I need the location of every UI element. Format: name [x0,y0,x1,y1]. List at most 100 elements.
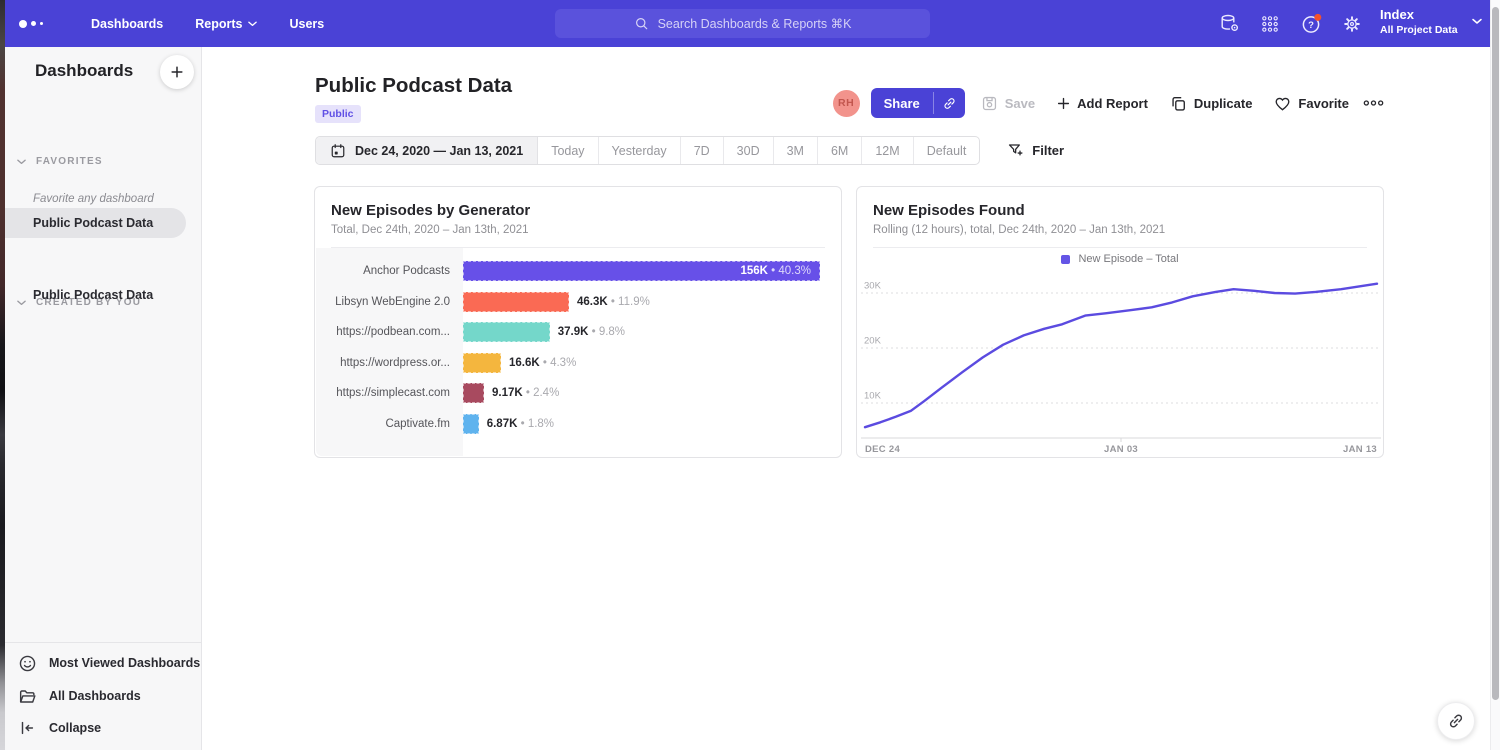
public-badge: Public [315,105,361,123]
most-viewed-dashboards-button[interactable]: Most Viewed Dashboards [5,649,201,677]
nav-users-label: Users [289,17,324,31]
date-range-button[interactable]: Dec 24, 2020 — Jan 13, 2021 [316,137,538,164]
collapse-sidebar-button[interactable]: Collapse [5,714,201,742]
data-sources-icon[interactable] [1217,12,1241,36]
bar-row[interactable]: https://simplecast.com 9.17K • 2.4% [316,378,840,409]
duplicate-button[interactable]: Duplicate [1170,95,1253,112]
bar-segment[interactable] [463,414,479,434]
sidebar: Dashboards FAVORITES Favorite any dashbo… [5,47,202,750]
more-options-button[interactable] [1363,99,1384,107]
range-preset-7d[interactable]: 7D [681,137,724,164]
x-axis-tick-label: DEC 24 [865,444,900,455]
favorite-button[interactable]: Favorite [1274,95,1349,112]
card-new-episodes-by-generator: New Episodes by Generator Total, Dec 24t… [314,186,842,458]
chart-legend: New Episode – Total [857,253,1383,265]
card-new-episodes-found: New Episodes Found Rolling (12 hours), t… [856,186,1384,458]
card-subtitle: Total, Dec 24th, 2020 – Jan 13th, 2021 [331,224,825,236]
x-axis-tick-label: JAN 13 [1343,444,1377,455]
bar-category-label: https://simplecast.com [316,387,463,399]
nav-dashboards-label: Dashboards [91,17,163,31]
sidebar-item-public-podcast-data-active[interactable]: Public Podcast Data [5,208,186,238]
plus-icon [1057,97,1070,110]
y-axis-tick-label: 30K [864,281,882,292]
logo-dot [31,21,36,26]
range-presets: TodayYesterday7D30D3M6M12MDefault [538,137,979,164]
bar-value-label: 9.17K • 2.4% [492,387,559,399]
bar-segment[interactable] [463,322,550,342]
range-preset-3m[interactable]: 3M [774,137,818,164]
range-preset-30d[interactable]: 30D [724,137,774,164]
scrollbar-thumb[interactable] [1492,7,1499,700]
bar-row[interactable]: Captivate.fm 6.87K • 1.8% [316,409,840,440]
search-input[interactable]: Search Dashboards & Reports ⌘K [555,9,930,38]
chevron-down-icon [17,159,26,165]
bar-category-label: Libsyn WebEngine 2.0 [316,296,463,308]
card-title: New Episodes by Generator [331,202,825,219]
calendar-icon [330,143,346,159]
search-icon [634,16,649,31]
nav-reports[interactable]: Reports [195,17,257,31]
screen-edge-strip [0,0,5,750]
project-switcher[interactable]: Index All Project Data [1380,7,1482,36]
svg-text:?: ? [1308,20,1314,31]
series-line[interactable] [865,284,1377,428]
bar-segment[interactable]: 156K • 40.3% [463,261,820,281]
range-preset-yesterday[interactable]: Yesterday [599,137,681,164]
bar-category-label: Captivate.fm [316,418,463,430]
section-favorites[interactable]: FAVORITES [5,156,201,167]
chevron-down-icon [1472,18,1482,25]
save-button[interactable]: Save [981,95,1035,112]
bar-segment[interactable] [463,292,569,312]
project-name: Index [1380,7,1458,22]
header-actions: RH Share Save Add Report [833,88,1384,118]
help-icon[interactable]: ? [1299,12,1323,36]
date-range-control: Dec 24, 2020 — Jan 13, 2021 TodayYesterd… [315,136,980,165]
apps-grid-icon[interactable] [1258,12,1282,36]
range-preset-default[interactable]: Default [914,137,980,164]
range-preset-12m[interactable]: 12M [862,137,913,164]
copy-icon [1170,95,1187,112]
favorites-empty-state: Favorite any dashboard [33,193,154,205]
share-link-fab[interactable] [1437,702,1475,740]
collapse-icon [17,719,37,737]
bar-value-label: 16.6K • 4.3% [509,357,576,369]
logo-dot [40,22,43,25]
y-axis-tick-label: 10K [864,391,882,402]
range-preset-6m[interactable]: 6M [818,137,862,164]
avatar[interactable]: RH [833,90,860,117]
date-toolbar: Dec 24, 2020 — Jan 13, 2021 TodayYesterd… [315,136,1064,165]
bar-value-label: 37.9K • 9.8% [558,326,625,338]
logo-dot [19,20,27,28]
nav-users[interactable]: Users [289,17,324,31]
page-scrollbar[interactable] [1490,0,1500,750]
project-scope: All Project Data [1380,24,1458,36]
bar-row[interactable]: Libsyn WebEngine 2.046.3K • 11.9% [316,287,840,318]
link-icon [942,96,957,111]
bar-row[interactable]: https://wordpress.or... 16.6K • 4.3% [316,348,840,379]
nav-dashboards[interactable]: Dashboards [91,17,163,31]
add-report-button[interactable]: Add Report [1057,96,1148,111]
bar-row[interactable]: Anchor Podcasts156K • 40.3% [316,256,840,287]
x-axis-tick-label: JAN 03 [1104,444,1138,455]
sidebar-item-public-podcast-data[interactable]: Public Podcast Data [5,280,186,310]
copy-share-link-button[interactable] [934,88,965,118]
bar-category-label: https://wordpress.or... [316,357,463,369]
bar-value-label: 156K • 40.3% [740,265,811,277]
line-chart: 30K20K10KDEC 24JAN 03JAN 13 [861,269,1381,457]
range-preset-today[interactable]: Today [538,137,598,164]
bar-value-label: 6.87K • 1.8% [487,418,554,430]
add-dashboard-button[interactable] [160,55,194,89]
bar-segment[interactable] [463,353,501,373]
chevron-down-icon [248,21,257,27]
app-logo[interactable] [19,20,59,28]
search-placeholder: Search Dashboards & Reports ⌘K [658,16,852,31]
all-dashboards-button[interactable]: All Dashboards [5,682,201,710]
main-content: Public Podcast Data Public RH Share Save [202,47,1490,750]
filter-button[interactable]: Filter [1007,142,1064,159]
bar-segment[interactable] [463,383,484,403]
nav-reports-label: Reports [195,17,242,31]
share-button[interactable]: Share [871,88,965,118]
settings-gear-icon[interactable] [1340,12,1364,36]
top-navbar: Dashboards Reports Users Search Dashboar… [5,0,1490,47]
bar-row[interactable]: https://podbean.com...37.9K • 9.8% [316,317,840,348]
